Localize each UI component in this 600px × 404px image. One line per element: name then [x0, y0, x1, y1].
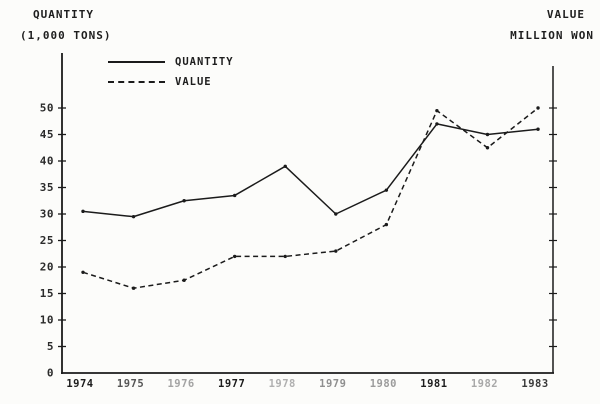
data-point-marker	[435, 108, 439, 113]
x-tick-label: 1974	[66, 378, 93, 390]
y-tick-label: 35	[40, 181, 54, 194]
data-point-marker	[182, 199, 186, 203]
data-point-marker	[384, 188, 389, 192]
y-ticks: 0 5 10 15 20 25 30 35 40 45 50	[40, 102, 557, 380]
data-point-marker	[485, 132, 490, 137]
dashed-line-swatch-icon	[108, 81, 165, 83]
y-tick-label: 5	[47, 340, 54, 353]
y-tick-label: 25	[40, 234, 54, 247]
right-axis-title: VALUE	[546, 8, 585, 21]
series-value	[81, 106, 540, 290]
right-axis-units: MILLION WON	[510, 29, 594, 42]
series-quantity	[81, 122, 540, 219]
data-point-marker	[232, 193, 237, 198]
x-tick-label: 1977	[218, 378, 245, 390]
data-point-marker	[435, 122, 439, 126]
left-axis-units: (1,000 TONS)	[20, 29, 112, 42]
x-tick-label: 1975	[117, 378, 144, 390]
legend-label-value: VALUE	[175, 76, 212, 88]
data-point-marker	[81, 270, 85, 274]
data-point-marker	[536, 127, 540, 131]
data-point-marker	[536, 106, 540, 110]
chart-legend: QUANTITY VALUE	[108, 55, 234, 95]
legend-item-quantity: QUANTITY	[108, 55, 234, 69]
x-tick-label: 1983	[521, 378, 548, 390]
data-point-marker	[131, 214, 136, 219]
x-tick-label: 1978	[269, 378, 296, 390]
data-point-marker	[334, 212, 338, 216]
y-tick-label: 20	[40, 261, 54, 274]
legend-item-value: VALUE	[108, 75, 234, 89]
y-tick-label: 10	[40, 314, 54, 327]
data-point-marker	[232, 254, 237, 259]
data-point-marker	[283, 164, 287, 168]
y-tick-label: 0	[47, 367, 54, 380]
y-tick-label: 50	[40, 102, 54, 115]
x-tick-label: 1979	[319, 378, 346, 390]
x-tick-label: 1980	[370, 378, 397, 390]
data-point-marker	[182, 278, 186, 282]
legend-label-quantity: QUANTITY	[175, 56, 234, 68]
data-point-marker	[485, 146, 490, 150]
y-tick-label: 40	[40, 155, 54, 168]
y-tick-label: 15	[40, 287, 54, 300]
data-point-marker	[283, 254, 287, 259]
axes	[61, 53, 554, 374]
series-line	[82, 123, 539, 218]
series-line	[82, 107, 539, 289]
solid-line-swatch-icon	[108, 61, 165, 63]
data-point-marker	[384, 222, 389, 227]
x-tick-label: 1976	[167, 378, 194, 390]
x-tick-labels: 1974 1975 1976 1977 1978 1979 1980 1981 1982 1983	[66, 378, 548, 390]
left-axis-title: QUANTITY	[33, 8, 94, 21]
x-tick-label: 1981	[420, 378, 447, 390]
x-tick-label: 1982	[471, 378, 498, 390]
data-point-marker	[81, 209, 85, 214]
y-tick-label: 30	[40, 208, 54, 221]
data-point-marker	[131, 286, 136, 290]
y-tick-label: 45	[40, 128, 54, 141]
data-point-marker	[334, 249, 338, 253]
